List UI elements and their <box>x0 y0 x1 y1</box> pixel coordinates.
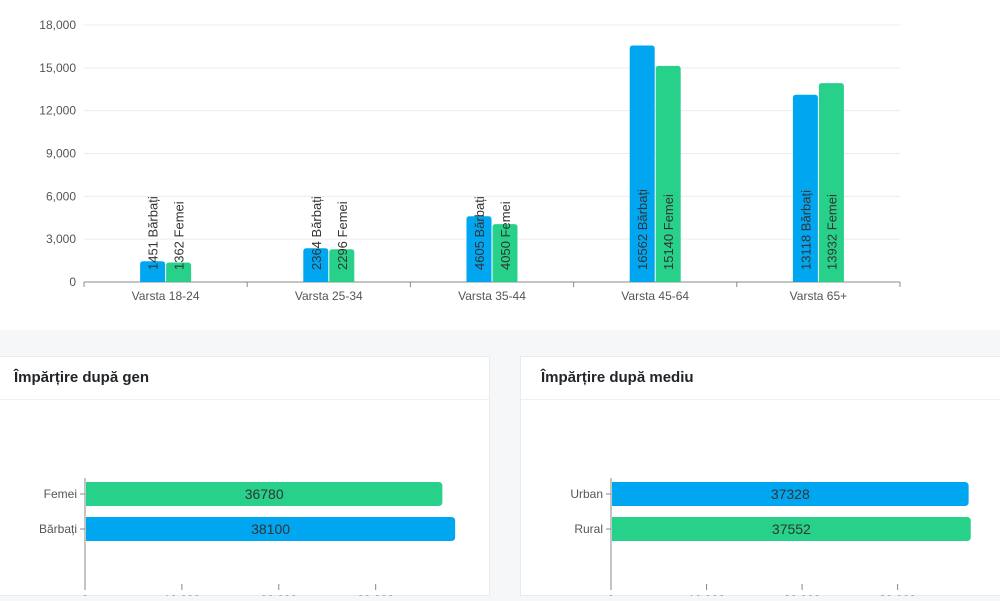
bar-men <box>629 45 655 282</box>
bar-data-label: 2296 Femei <box>335 201 350 270</box>
bar-data-label: 1451 Bărbați <box>146 196 161 270</box>
x-tick-label: Varsta 45-64 <box>621 289 689 303</box>
y-tick-label: 3,000 <box>46 232 76 246</box>
bar-data-label: 16562 Bărbați <box>635 189 650 270</box>
bar-data-label: 37552 <box>772 521 811 537</box>
environment-split-card: Împărțire după mediu 0 10,000 20,000 30,000… <box>520 356 1000 601</box>
bar-women <box>492 224 518 282</box>
x-tick-label: Varsta 65+ <box>790 289 847 303</box>
bar-rural <box>612 517 971 541</box>
y-tick-label: 12,000 <box>39 104 76 118</box>
bar-men <box>792 94 818 283</box>
bar-femei <box>86 482 443 506</box>
bar-bărbați <box>86 517 456 541</box>
y-tick-label: Rural <box>574 522 603 536</box>
bar-data-label: 38100 <box>251 521 290 537</box>
x-tick-label: 10,000 <box>164 593 201 596</box>
y-tick-label: 6,000 <box>46 189 76 203</box>
bar-women <box>655 65 681 282</box>
age-distribution-chart: 0 3,000 6,000 9,000 12,000 15,000 18,000 Varsta… <box>39 18 901 303</box>
y-tick-label: Femei <box>44 487 77 501</box>
bar-women <box>818 83 844 282</box>
x-tick-label: 10,000 <box>688 593 725 596</box>
environment-split-chart: 0 10,000 20,000 30,000 Urban 37328 Rural 37552 <box>570 478 971 601</box>
bar-men <box>303 248 329 282</box>
bar-data-label: 1362 Femei <box>172 201 187 270</box>
bar-men <box>140 261 166 282</box>
bar-women <box>329 249 355 282</box>
gender-card-title: Împărțire după gen <box>0 357 489 400</box>
x-tick-label: 0 <box>608 593 615 596</box>
age-chart-card: 0 3,000 6,000 9,000 12,000 15,000 18,000 Varsta… <box>39 18 901 303</box>
gender-split-card: Împărțire după gen 0 10,000 20,000 30,000 Fe… <box>0 356 490 601</box>
bar-urban <box>612 482 969 506</box>
bar-women <box>166 262 192 282</box>
x-tick-label: Varsta 25-34 <box>295 289 363 303</box>
x-tick-label: 30,000 <box>879 593 916 596</box>
y-tick-label: 9,000 <box>46 147 76 161</box>
bar-data-label: 36780 <box>245 486 284 502</box>
bar-data-label: 2364 Bărbați <box>309 196 324 270</box>
y-tick-label: 0 <box>69 275 76 289</box>
x-tick-label: 20,000 <box>260 593 297 596</box>
y-tick-label: Urban <box>570 487 603 501</box>
x-tick-label: 20,000 <box>784 593 821 596</box>
x-tick-label: Varsta 35-44 <box>458 289 526 303</box>
bar-data-label: 4605 Bărbați <box>472 196 487 270</box>
bar-data-label: 13118 Bărbați <box>798 190 813 270</box>
bar-men <box>466 216 492 282</box>
bar-data-label: 4050 Femei <box>498 201 513 270</box>
bar-data-label: 13932 Femei <box>824 194 839 270</box>
y-tick-label: 18,000 <box>39 18 76 32</box>
y-tick-label: 15,000 <box>39 61 76 75</box>
bar-data-label: 15140 Femei <box>661 194 676 270</box>
y-tick-label: Bărbați <box>39 522 77 536</box>
environment-card-title: Împărțire după mediu <box>521 357 1000 400</box>
x-tick-label: Varsta 18-24 <box>132 289 200 303</box>
x-tick-label: 30,000 <box>357 593 394 596</box>
x-tick-label: 0 <box>82 593 89 596</box>
bar-data-label: 37328 <box>771 486 810 502</box>
gender-split-chart: 0 10,000 20,000 30,000 Femei 36780 Bărbați 3810… <box>39 478 456 601</box>
